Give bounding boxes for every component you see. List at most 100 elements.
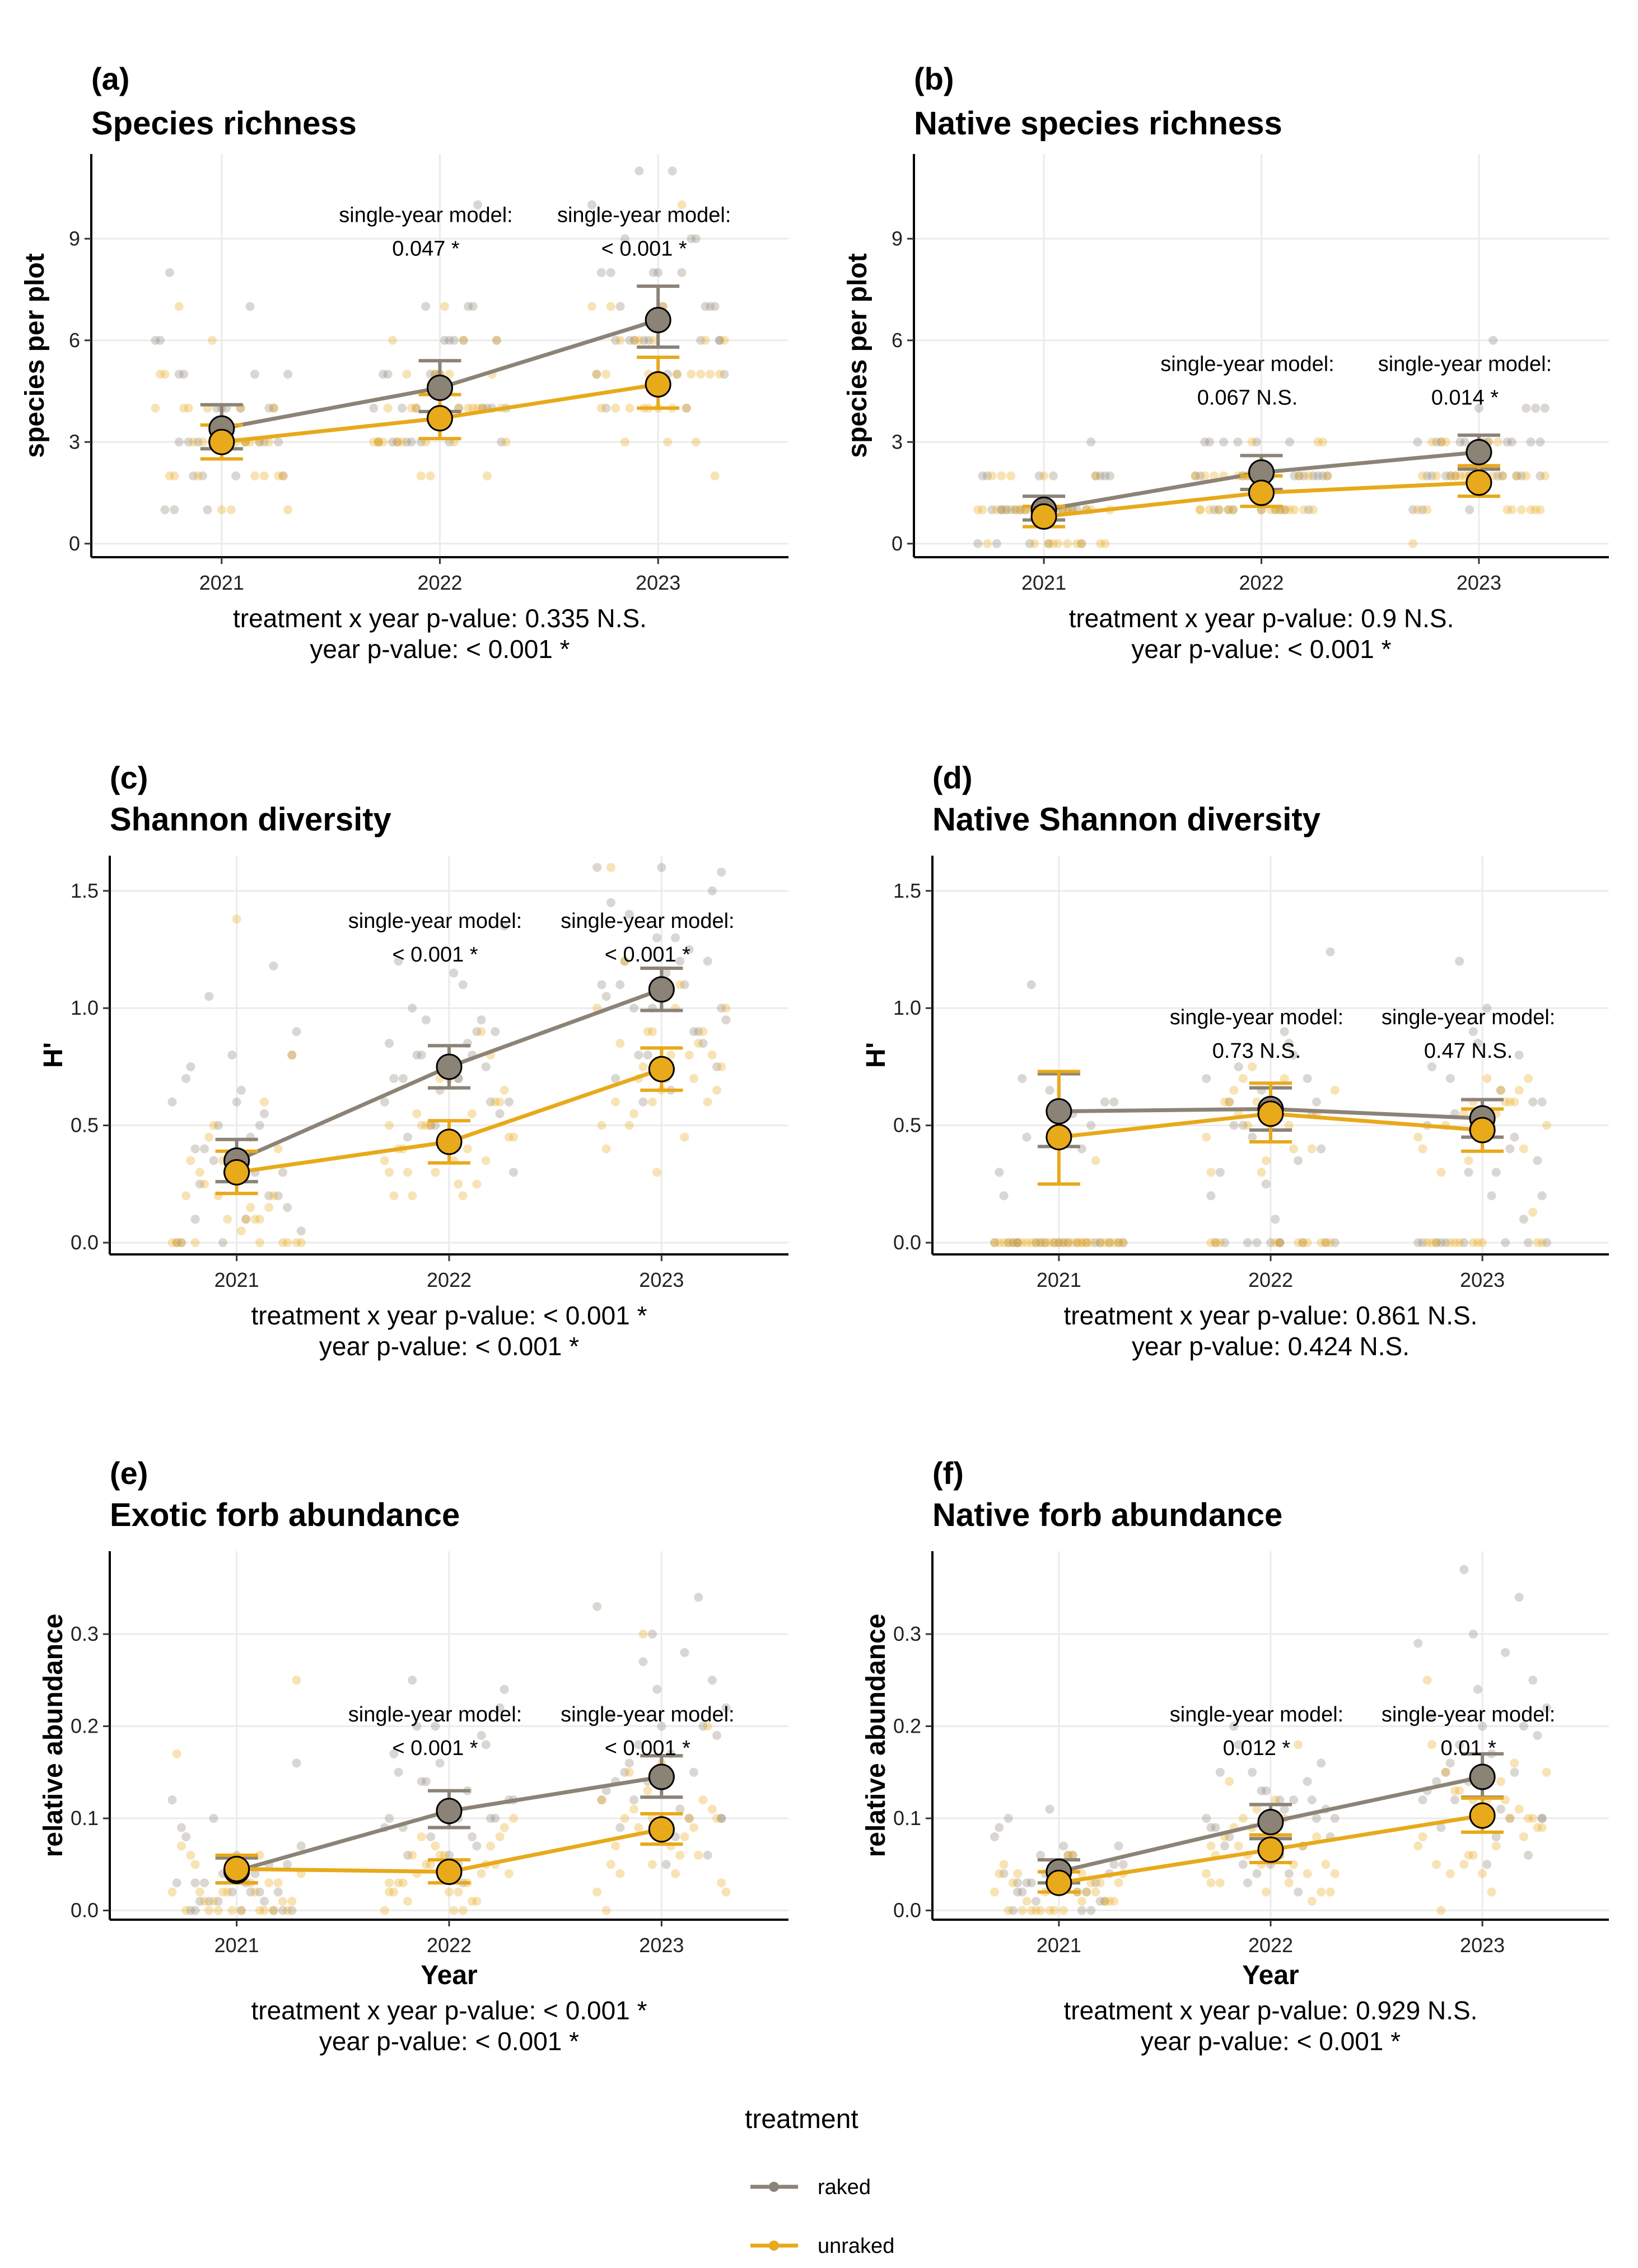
raw-point-unraked [978,505,987,515]
raw-point-raked [179,370,189,379]
raw-point-unraked [408,1191,417,1201]
raw-point-raked [657,1721,666,1731]
raw-point-unraked [181,1191,191,1201]
raw-point-raked [1533,1156,1542,1165]
x-tick-label: 2021 [1021,571,1066,594]
raw-point-raked [1211,1238,1220,1248]
x-axis-label: Year [421,1961,477,1990]
legend-title: treatment [745,2104,858,2134]
raw-point-unraked [1109,1897,1119,1906]
raw-point-raked [715,335,725,345]
raw-point-raked [1026,1878,1036,1888]
raw-point-unraked [417,1121,426,1130]
raw-point-raked [1445,1074,1455,1083]
raw-point-raked [1468,1630,1478,1639]
raw-point-unraked [1317,1238,1326,1248]
raw-point-unraked [412,1109,422,1118]
raw-point-unraked [1422,1676,1432,1685]
raw-point-raked [587,200,596,209]
raw-point-raked [1224,505,1233,515]
raw-point-unraked [1496,1085,1505,1095]
raw-point-raked [1105,1238,1114,1248]
raw-point-unraked [417,1832,426,1841]
raw-point-raked [445,335,454,345]
raw-point-unraked [204,1132,214,1142]
raw-point-raked [1022,1878,1032,1888]
raw-point-raked [1040,1238,1050,1248]
raw-point-raked [1312,1097,1321,1107]
raw-point-unraked [1417,471,1427,480]
raw-point-unraked [643,1027,652,1037]
mean-point-unraked [1248,479,1275,506]
raw-point-raked [661,1860,671,1869]
raw-point-raked [1086,1121,1096,1130]
raw-point-unraked [380,1906,389,1915]
raw-point-raked [167,1097,177,1107]
raw-point-raked [383,370,393,379]
raw-point-unraked [255,1238,264,1248]
raw-point-unraked [482,471,492,480]
raw-point-raked [1441,1767,1450,1777]
raw-point-raked [1252,1238,1262,1248]
raw-point-unraked [1045,1238,1054,1248]
raw-point-unraked [997,471,1006,480]
raw-point-raked [492,335,501,345]
raw-point-raked [1313,471,1323,480]
raw-point-raked [412,1051,422,1060]
raw-point-unraked [195,1887,204,1897]
raw-point-unraked [283,1906,292,1915]
raw-point-unraked [707,1804,717,1814]
annotation-value: 0.047 * [392,237,460,260]
raw-point-unraked [638,1630,648,1639]
raw-point-raked [445,1850,454,1860]
raw-point-unraked [394,1878,403,1888]
raw-point-raked [1536,471,1545,480]
raw-point-raked [687,234,696,244]
raw-point-raked [657,862,666,872]
raw-point-raked [1013,1238,1023,1248]
raw-point-unraked [601,1144,611,1154]
raw-point-raked [385,1814,394,1823]
y-tick-label: 0.2 [893,1715,921,1738]
raw-point-unraked [1445,1238,1455,1248]
raw-point-raked [1100,471,1110,480]
raw-point-unraked [721,1887,731,1897]
raw-point-unraked [388,335,398,345]
raw-point-unraked [1468,1238,1478,1248]
raw-point-raked [1413,1639,1423,1648]
raw-point-raked [1408,505,1418,515]
raw-point-unraked [999,1860,1009,1869]
raw-point-unraked [1044,539,1053,548]
panel-e: (e) Exotic forb abundance single-year mode… [39,1455,788,2056]
raw-point-raked [1510,1132,1519,1142]
raw-point-raked [620,234,630,244]
raw-point-raked [1418,1238,1427,1248]
raw-point-unraked [186,1156,195,1165]
raw-point-raked [407,437,416,447]
raw-point-unraked [698,1795,708,1805]
raw-point-raked [1026,980,1036,990]
raw-point-unraked [1026,1238,1036,1248]
panel-letter: (f) [932,1455,964,1491]
raw-point-raked [1261,1179,1271,1189]
raw-point-raked [255,1121,264,1130]
raw-point-unraked [426,1860,436,1869]
raw-point-raked [1096,471,1105,480]
raw-point-raked [1478,1721,1487,1731]
mean-point-raked [645,306,671,333]
panel-letter: (c) [110,760,148,795]
pvalue-line: year p-value: < 0.001 * [319,2027,579,2056]
raw-point-raked [1505,1144,1515,1154]
raw-point-unraked [1086,1878,1096,1888]
raw-point-unraked [1243,1121,1253,1130]
raw-point-unraked [1473,1238,1482,1248]
raw-point-raked [408,1676,417,1685]
raw-point-raked [1519,1215,1528,1224]
raw-point-unraked [259,1906,269,1915]
raw-point-raked [1233,437,1243,447]
raw-point-unraked [1505,1814,1515,1823]
annotation-label: single-year model: [557,203,731,227]
raw-point-unraked [1455,1238,1464,1248]
raw-point-raked [435,1758,445,1768]
raw-point-unraked [1519,1832,1528,1841]
